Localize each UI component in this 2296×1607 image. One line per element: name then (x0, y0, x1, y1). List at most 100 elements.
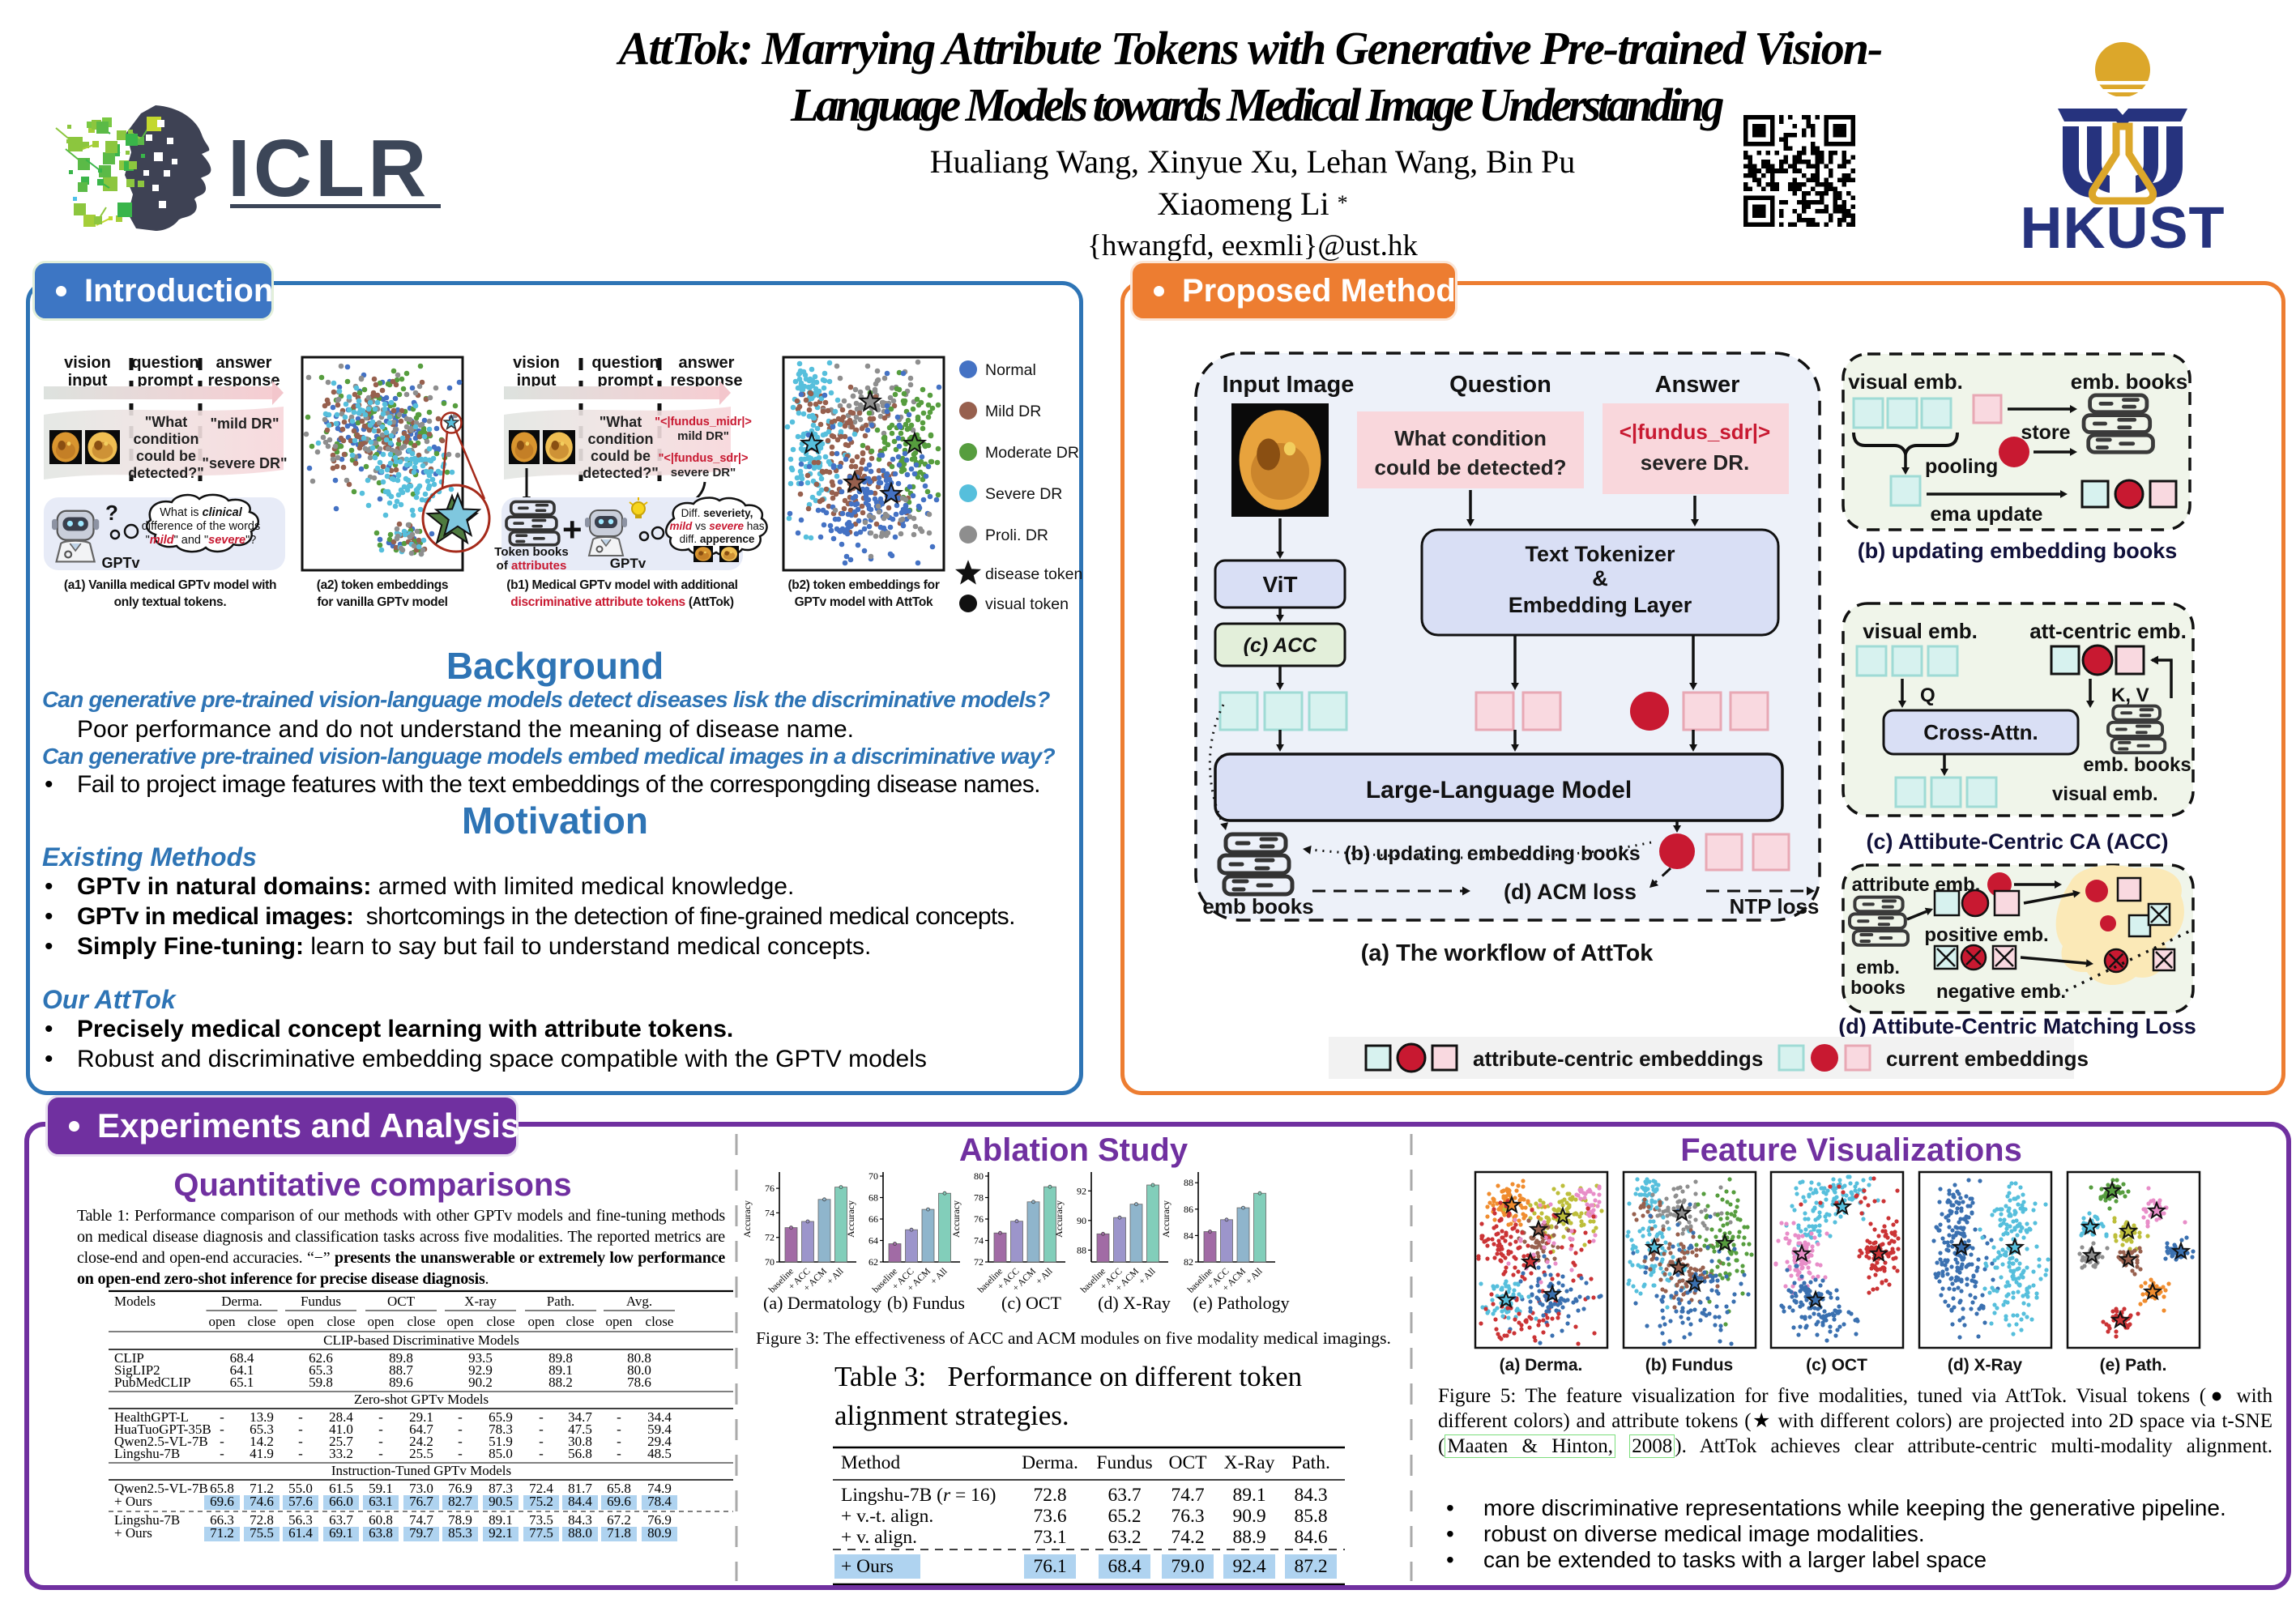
svg-text:80.0: 80.0 (627, 1362, 651, 1378)
svg-text:56.8: 56.8 (568, 1446, 592, 1461)
svg-text:72.4: 72.4 (529, 1481, 553, 1496)
svg-text:Embedding Layer: Embedding Layer (1509, 593, 1692, 617)
svg-text:93.5: 93.5 (468, 1350, 493, 1366)
svg-text:question: question (131, 354, 198, 372)
svg-text:79.7: 79.7 (409, 1525, 433, 1541)
svg-text:66.0: 66.0 (329, 1494, 353, 1509)
svg-text:62: 62 (868, 1256, 878, 1268)
svg-text:78.3: 78.3 (489, 1422, 513, 1437)
svg-text:84.4: 84.4 (568, 1494, 592, 1509)
svg-text:visual emb.: visual emb. (2052, 783, 2158, 805)
svg-text:question: question (591, 354, 659, 372)
svg-text:(d) X-Ray: (d) X-Ray (1948, 1356, 2022, 1375)
svg-text:Avg.: Avg. (626, 1294, 652, 1309)
svg-text:-: - (539, 1446, 544, 1461)
svg-text:(c) OCT: (c) OCT (1806, 1356, 1867, 1375)
svg-text:(b) Fundus: (b) Fundus (1645, 1356, 1733, 1375)
svg-text:74: 74 (765, 1207, 775, 1218)
svg-text:Accuracy: Accuracy (741, 1200, 753, 1238)
svg-text:87.3: 87.3 (489, 1481, 513, 1496)
svg-text:-: - (539, 1409, 544, 1425)
svg-text:Zero-shot GPTv Models: Zero-shot GPTv Models (354, 1392, 489, 1407)
svg-text:K, V: K, V (2111, 684, 2149, 706)
svg-text:-: - (298, 1409, 303, 1425)
svg-text:negative emb.: negative emb. (1936, 981, 2066, 1003)
svg-text:90.5: 90.5 (489, 1494, 513, 1509)
svg-text:30.8: 30.8 (568, 1434, 592, 1449)
svg-text:84: 84 (1184, 1230, 1193, 1241)
svg-text:92: 92 (1077, 1185, 1086, 1196)
svg-text:25.7: 25.7 (329, 1434, 353, 1449)
svg-text:68.4: 68.4 (230, 1350, 254, 1366)
svg-text:Accuracy: Accuracy (1160, 1200, 1171, 1238)
svg-text:X-Ray: X-Ray (1224, 1452, 1275, 1473)
svg-text:(d) Attibute-Centric Matching: (d) Attibute-Centric Matching Loss (1838, 1014, 2196, 1038)
svg-text:+ Ours: + Ours (841, 1556, 894, 1577)
svg-text:answer: answer (679, 354, 735, 372)
svg-text:open: open (287, 1314, 314, 1329)
svg-text:92.4: 92.4 (1232, 1556, 1265, 1577)
svg-text:disease token: disease token (985, 565, 1082, 583)
svg-text:Lingshu-7B: Lingshu-7B (114, 1446, 180, 1461)
svg-text:OCT: OCT (1169, 1452, 1207, 1473)
svg-text:attribute emb.: attribute emb. (1852, 874, 1981, 896)
svg-text:76.1: 76.1 (1033, 1556, 1066, 1577)
svg-text:Mild DR: Mild DR (985, 403, 1041, 420)
svg-text:Derma.: Derma. (1022, 1452, 1078, 1473)
svg-text:prompt: prompt (138, 372, 194, 390)
svg-text:visual token: visual token (985, 595, 1069, 613)
svg-text:+ All: + All (1137, 1267, 1158, 1287)
svg-text:89.1: 89.1 (548, 1362, 573, 1378)
svg-text:close: close (566, 1314, 595, 1329)
svg-text:+ All: + All (826, 1267, 846, 1287)
svg-text:of attributes: of attributes (497, 559, 567, 573)
svg-text:&: & (1592, 566, 1608, 590)
svg-text:Large-Language Model: Large-Language Model (1366, 777, 1632, 804)
svg-text:65.3: 65.3 (250, 1422, 274, 1437)
svg-text:76: 76 (765, 1183, 775, 1194)
svg-text:Method: Method (841, 1452, 900, 1473)
svg-text:14.2: 14.2 (250, 1434, 274, 1449)
svg-text:(e) Pathology: (e) Pathology (1193, 1293, 1289, 1313)
svg-text:81.7: 81.7 (568, 1481, 592, 1496)
svg-text:X-ray: X-ray (464, 1294, 497, 1309)
svg-text:(a) Dermatology: (a) Dermatology (763, 1293, 881, 1313)
svg-text:92.1: 92.1 (489, 1525, 513, 1541)
svg-text:Text Tokenizer: Text Tokenizer (1525, 542, 1675, 566)
svg-text:-: - (220, 1409, 224, 1425)
svg-text:78.9: 78.9 (448, 1512, 472, 1528)
svg-text:-: - (378, 1446, 383, 1461)
svg-text:74: 74 (974, 1235, 984, 1247)
svg-text:28.4: 28.4 (329, 1409, 353, 1425)
svg-text:80.8: 80.8 (627, 1350, 651, 1366)
svg-text:77.5: 77.5 (529, 1525, 553, 1541)
svg-text:55.0: 55.0 (288, 1481, 313, 1496)
svg-text:-: - (617, 1422, 621, 1437)
svg-text:(d) ACM loss: (d) ACM loss (1504, 880, 1637, 904)
svg-text:88.7: 88.7 (389, 1362, 413, 1378)
svg-text:CLIP: CLIP (114, 1350, 144, 1366)
svg-text:90: 90 (1077, 1215, 1086, 1226)
svg-text:could be: could be (136, 448, 196, 464)
svg-text:(b2) token embeddings for: (b2) token embeddings for (787, 578, 939, 592)
svg-text:82: 82 (1184, 1256, 1193, 1268)
svg-text:"mild DR": "mild DR" (210, 416, 279, 432)
svg-text:84.3: 84.3 (568, 1512, 592, 1528)
svg-text:65.3: 65.3 (309, 1362, 333, 1378)
svg-text:Derma.: Derma. (221, 1294, 262, 1309)
svg-text:discriminative attribute token: discriminative attribute tokens (AttTok) (510, 595, 734, 609)
svg-text:HealthGPT-L: HealthGPT-L (114, 1409, 189, 1425)
svg-text:close: close (487, 1314, 515, 1329)
svg-text:Proli. DR: Proli. DR (985, 526, 1048, 544)
svg-text:GPTv: GPTv (610, 556, 647, 571)
svg-text:vision: vision (64, 354, 111, 372)
svg-text:86: 86 (1184, 1204, 1193, 1215)
svg-text:OCT: OCT (387, 1294, 416, 1309)
svg-text:vision: vision (513, 354, 560, 372)
svg-text:Normal: Normal (985, 361, 1036, 379)
svg-text:82.7: 82.7 (448, 1494, 472, 1509)
svg-text:61.4: 61.4 (288, 1525, 313, 1541)
svg-text:65.8: 65.8 (210, 1481, 234, 1496)
svg-text:open: open (367, 1314, 395, 1329)
svg-text:89.8: 89.8 (389, 1350, 413, 1366)
